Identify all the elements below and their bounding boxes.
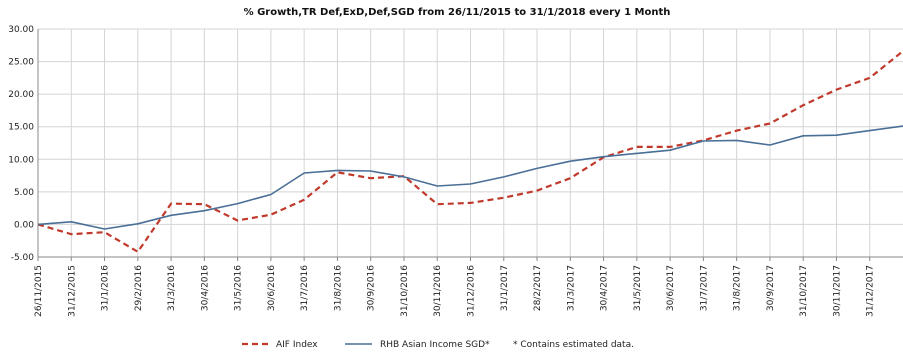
x-tick-label: 31/8/2017 [733,265,743,311]
y-tick-label: 0.00 [14,220,34,230]
x-tick-label: 31/12/2015 [67,265,77,317]
x-tick-label: 30/11/2017 [832,265,842,317]
x-tick-label: 31/3/2016 [167,265,177,311]
legend-label-aif-index: AIF Index [276,340,318,350]
x-tick-label: 31/8/2016 [333,265,343,311]
x-tick-label: 31/3/2017 [566,265,576,311]
y-tick-label: -5.00 [11,253,35,263]
x-tick-label: 30/9/2016 [367,265,377,311]
x-tick-label: 31/7/2016 [300,265,310,311]
y-tick-label: 25.00 [8,58,34,68]
chart-title: % Growth,TR Def,ExD,Def,SGD from 26/11/2… [244,7,671,18]
x-tick-label: 31/10/2017 [799,265,809,317]
x-tick-label: 30/4/2016 [200,265,210,311]
x-tick-label: 31/7/2017 [699,265,709,311]
x-tick-label: 30/11/2016 [433,265,443,317]
x-tick-label: 31/1/2016 [101,265,111,311]
x-tick-label: 31/10/2016 [400,265,410,317]
x-tick-label: 30/9/2017 [766,265,776,311]
x-tick-label: 26/11/2015 [34,265,44,317]
x-tick-label: 30/4/2017 [600,265,610,311]
y-tick-label: 10.00 [8,155,34,165]
series-line-aif-index [37,50,903,253]
y-tick-label: 15.00 [8,123,34,133]
series-line-rhb-asian-income [37,125,903,230]
y-tick-label: 30.00 [8,25,34,35]
y-tick-label: 20.00 [8,90,34,100]
x-tick-label: 29/2/2016 [134,265,144,311]
y-tick-label: 5.00 [14,188,34,198]
x-tick-label: 30/6/2016 [267,265,277,311]
legend: AIF Index RHB Asian Income SGD* * Contai… [242,340,634,350]
estimated-data-note: * Contains estimated data. [513,340,634,350]
x-tick-label: 31/1/2017 [500,265,510,311]
x-tick-label: 31/12/2017 [866,265,876,317]
x-tick-label: 28/2/2017 [533,265,543,311]
x-tick-label: 31/5/2017 [633,265,643,311]
x-tick-label: 31/12/2016 [467,265,477,317]
x-tick-label: 30/6/2017 [666,265,676,311]
legend-label-rhb-asian-income: RHB Asian Income SGD* [380,340,490,350]
x-tick-label: 31/5/2016 [234,265,244,311]
